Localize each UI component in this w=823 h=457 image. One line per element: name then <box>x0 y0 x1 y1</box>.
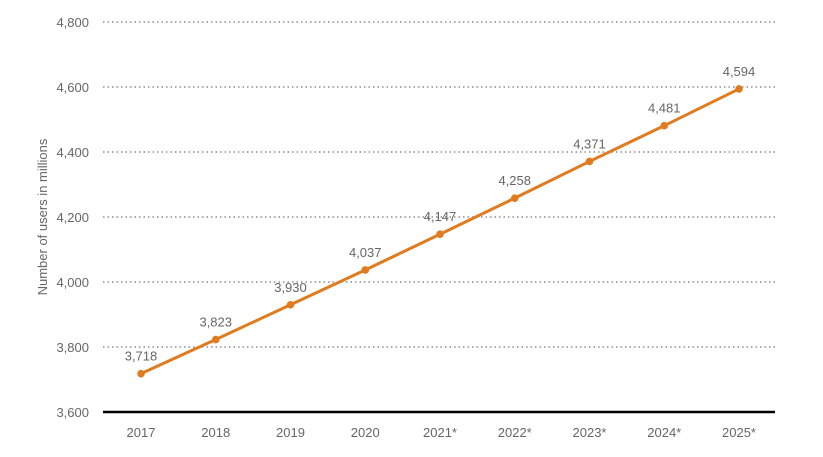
x-tick-label: 2017 <box>127 425 156 440</box>
y-tick-label: 4,800 <box>56 15 89 30</box>
x-tick-label: 2019 <box>276 425 305 440</box>
data-point <box>137 369 145 378</box>
data-point <box>660 121 669 130</box>
data-label: 4,037 <box>349 245 382 260</box>
y-axis-tick-labels: 3,600 3,800 4,000 4,200 4,400 4,600 4,800 <box>56 15 89 420</box>
data-point <box>436 230 444 239</box>
data-labels: 3,718 3,823 3,930 4,037 4,147 4,258 4,371 4,481… <box>125 64 756 364</box>
y-axis-title: Number of users in millions <box>35 138 50 295</box>
y-tick-label: 3,600 <box>56 405 89 420</box>
data-label: 4,147 <box>424 209 457 224</box>
series-users <box>137 85 743 378</box>
data-label: 4,594 <box>723 64 756 79</box>
data-point <box>361 266 370 274</box>
data-point <box>735 85 743 93</box>
data-label: 4,371 <box>573 136 606 151</box>
data-point <box>585 157 594 166</box>
x-tick-label: 2021* <box>423 425 457 440</box>
gridlines <box>103 21 775 348</box>
y-tick-label: 4,600 <box>56 80 89 95</box>
y-tick-label: 4,000 <box>56 275 89 290</box>
data-label: 3,823 <box>199 315 232 330</box>
data-label: 4,258 <box>498 173 531 188</box>
x-tick-label: 2020 <box>351 425 380 440</box>
x-tick-label: 2024* <box>647 425 681 440</box>
y-tick-label: 3,800 <box>56 340 89 355</box>
data-label: 3,930 <box>274 280 307 295</box>
y-tick-label: 4,200 <box>56 210 89 225</box>
x-axis-tick-labels: 2017 2018 2019 2020 2021* 2022* 2023* 2024* 2025… <box>127 425 756 440</box>
data-point <box>211 335 220 344</box>
x-tick-label: 2018 <box>201 425 230 440</box>
data-label: 3,718 <box>125 349 158 364</box>
data-point <box>510 194 519 202</box>
x-tick-label: 2022* <box>498 425 532 440</box>
data-label: 4,481 <box>648 101 681 116</box>
x-tick-label: 2025* <box>722 425 756 440</box>
y-tick-label: 4,400 <box>56 145 89 160</box>
x-tick-label: 2023* <box>573 425 607 440</box>
data-point <box>286 300 295 309</box>
